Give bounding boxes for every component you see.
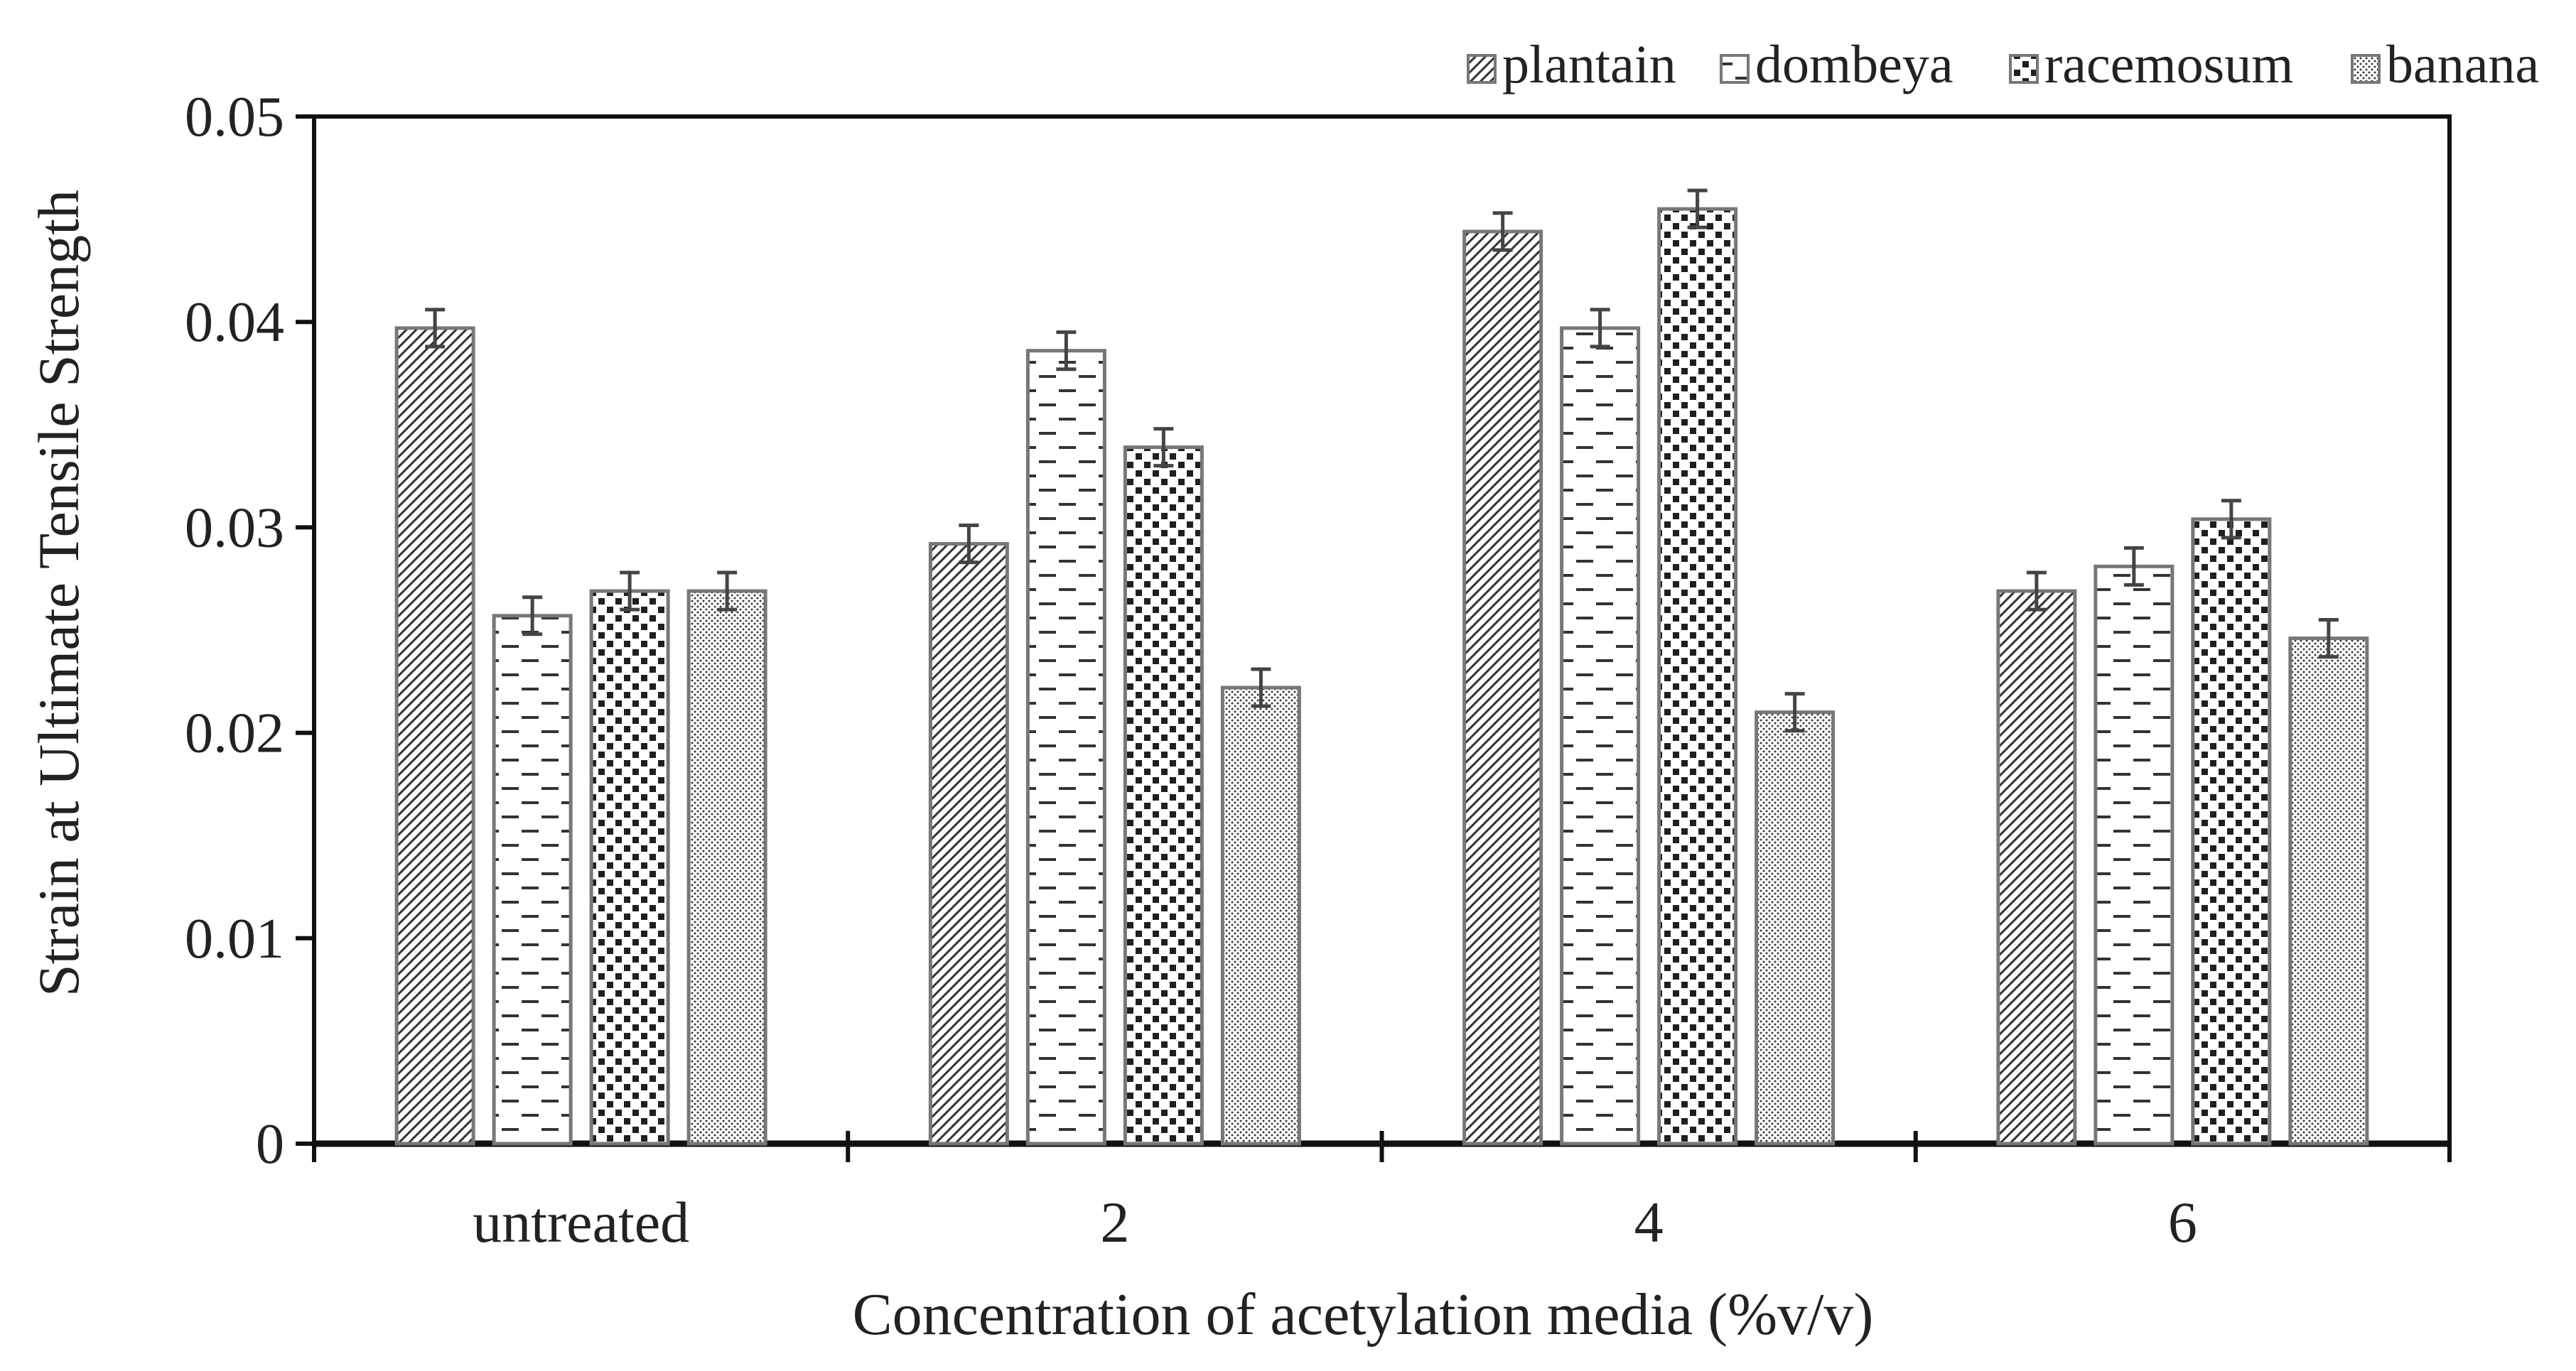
x-tick-label: 4 [1634,1190,1664,1255]
bar-plantain-4 [1462,229,1543,1146]
legend-label-plantain: plantain [1502,35,1676,94]
bar-banana-6 [2288,636,2369,1146]
bar-racemosum-6 [2191,517,2272,1146]
bar-banana-untreated [686,589,767,1146]
bar-racemosum-2 [1123,445,1204,1146]
legend-label-racemosum: racemosum [2044,35,2293,94]
bar-plantain-2 [928,542,1009,1146]
legend-swatch-dombeya [1720,54,1750,84]
bar-racemosum-4 [1657,207,1738,1146]
legend: plantain dombeya racemosum banana [1467,35,2539,94]
y-tick-label: 0.03 [185,497,284,559]
x-axis-title: Concentration of acetylation media (%v/v… [853,1281,1874,1348]
legend-swatch-banana [2351,54,2381,84]
legend-swatch-racemosum [2009,54,2039,84]
x-tick-label: 6 [2168,1190,2197,1255]
y-tick-label: 0.01 [185,908,284,970]
plot-area: 0 0.01 0.02 0.03 0.04 0.05 untreated 2 4 6 [185,86,2452,1255]
legend-swatch-plantain [1467,54,1497,84]
bar-dombeya-2 [1025,349,1106,1146]
bar-plantain-untreated [394,326,475,1146]
bar-banana-4 [1755,710,1836,1146]
y-axis-title: Strain at Ultimate Tensile Strength [26,190,91,997]
bar-banana-2 [1220,686,1301,1146]
x-tick-label: untreated [473,1190,689,1255]
bar-dombeya-6 [2093,564,2174,1146]
bar-plantain-6 [1996,589,2077,1146]
x-tick-label: 2 [1100,1190,1129,1255]
legend-label-dombeya: dombeya [1755,35,1953,94]
bar-dombeya-untreated [492,614,573,1146]
y-tick-label: 0.05 [185,86,284,148]
y-tick-label: 0 [256,1113,284,1176]
y-tick-label: 0.04 [185,291,284,354]
bar-dombeya-4 [1560,326,1641,1146]
bar-racemosum-untreated [589,589,670,1146]
y-tick-label: 0.02 [185,703,284,765]
legend-label-banana: banana [2386,35,2539,94]
